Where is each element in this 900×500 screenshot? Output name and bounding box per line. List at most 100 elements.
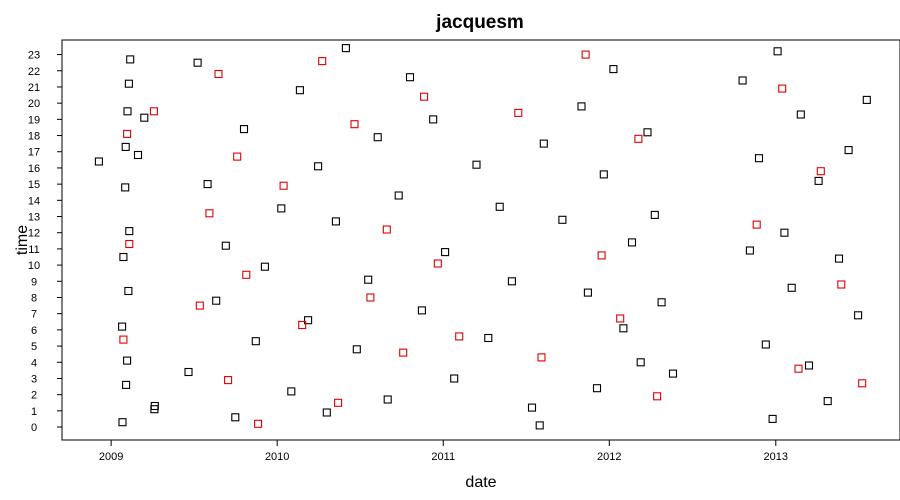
data-point [804,361,814,370]
y-tick-label: 19 [28,114,40,126]
data-point [429,115,438,124]
data-point [816,167,825,176]
data-point [854,311,863,320]
data-point [125,227,134,236]
data-point [254,419,263,428]
data-point [834,254,844,263]
data-point [643,128,652,137]
data-point [484,333,493,343]
data-point [231,413,240,422]
data-point [417,306,426,315]
data-point [366,293,375,302]
data-point [123,356,132,365]
y-tick-label: 13 [28,212,40,224]
data-point [251,337,260,346]
data-point [364,275,373,284]
data-point [634,134,643,143]
y-tick-label: 8 [31,292,37,304]
data-point [627,238,637,247]
data-point [203,180,212,189]
data-point [277,204,286,213]
data-point [279,181,288,190]
chart-title: jacquesm [435,12,524,33]
data-point [221,241,230,250]
data-point [149,107,158,116]
data-point [455,332,464,341]
data-point [121,142,130,151]
x-tick-label: 2011 [431,451,455,463]
data-point [331,217,340,226]
data-point [527,403,537,412]
data-point [609,65,618,74]
data-point [558,215,567,224]
data-point [537,353,546,362]
data-point [304,316,313,325]
data-point [433,259,442,268]
data-point [287,387,296,396]
data-point [636,358,645,367]
data-point [124,286,133,296]
data-point [539,139,548,148]
data-point [814,176,823,185]
data-point [581,50,590,59]
y-tick-label: 3 [31,373,37,385]
x-tick-label: 2013 [764,451,788,463]
data-point [239,125,249,134]
data-point [140,113,149,122]
data-point [441,248,450,257]
data-point [597,251,606,260]
data-point [754,154,764,163]
data-point [653,392,662,401]
x-tick-label: 2010 [265,451,289,463]
data-point [122,380,131,389]
data-point [124,79,133,88]
data-point [599,170,608,179]
x-axis: 2009 2010 2011 2012 2013 [99,440,788,463]
data-point [796,110,805,119]
data-point [472,160,481,169]
y-tick-label: 21 [28,82,40,94]
data-point [295,86,304,95]
x-tick-label: 2012 [597,451,621,463]
data-point [119,335,128,344]
y-tick-label: 15 [28,179,40,191]
data-point [150,401,159,411]
data-point [125,239,134,249]
data-point [298,320,307,330]
data-point [752,220,761,229]
y-tick-label: 4 [31,357,37,369]
data-point [195,301,204,310]
data-point [778,84,787,93]
data-point [650,210,659,219]
y-tick-label: 6 [31,325,37,337]
data-point [619,324,628,333]
data-point [383,395,392,404]
data-point [514,108,523,117]
x-axis-label: date [465,474,496,491]
data-point [314,162,323,171]
y-tick-label: 11 [28,244,39,256]
data-point [794,364,803,373]
data-point [862,95,871,104]
data-point [858,379,867,388]
x-tick-label: 2009 [99,451,123,463]
data-point [373,133,382,142]
data-point [242,270,251,279]
data-point [133,150,143,160]
data-point [577,102,586,111]
data-point [334,398,343,407]
data-point [126,55,135,64]
data-point [394,191,403,200]
data-point [123,107,132,116]
data-points [94,44,871,430]
data-point [382,225,391,234]
data-point [738,76,747,85]
y-tick-label: 14 [28,195,40,207]
data-point [352,345,361,354]
data-point [318,57,327,66]
data-point [123,129,132,138]
data-point [668,369,678,378]
plot-frame [61,39,900,441]
